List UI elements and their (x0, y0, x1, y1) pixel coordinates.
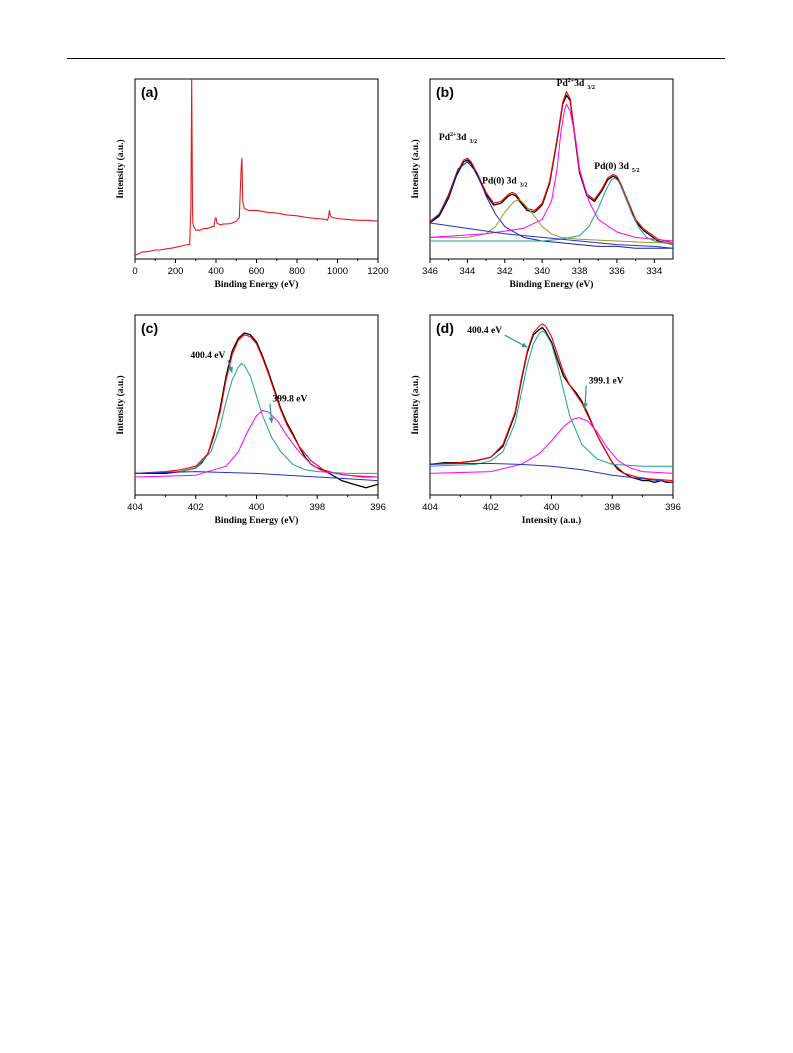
x-tick-label: 398 (309, 502, 325, 513)
annotation-text: 399.8 eV (272, 394, 307, 404)
annotation-text: Pd (557, 79, 569, 89)
x-tick-label: 402 (483, 502, 499, 513)
annotation-superscript: 2+ (568, 78, 575, 84)
peak-annotation: 399.8 eV (272, 394, 307, 404)
x-tick-label: 404 (127, 502, 143, 513)
x-tick-label: 342 (497, 266, 513, 277)
annotation-subscript: 3/2 (520, 182, 528, 188)
peak-annotation: 400.4 eV (190, 351, 225, 361)
series-line-0 (430, 326, 673, 484)
series-line-6 (430, 222, 673, 249)
plot-frame (429, 78, 674, 260)
series-line-0 (135, 332, 378, 489)
panel-label: (c) (141, 320, 158, 336)
x-tick-label: 396 (665, 502, 681, 513)
series-line-2 (430, 330, 673, 467)
x-axis-label: Binding Energy (eV) (215, 515, 299, 526)
annotation-text: Pd(0) 3d (482, 175, 517, 186)
series-line-4 (135, 471, 378, 482)
series-line-2 (135, 363, 378, 474)
series-line-1 (135, 334, 378, 478)
x-axis-label: Intensity (a.u.) (522, 515, 581, 526)
x-tick-label: 334 (646, 266, 662, 277)
panel-label: (b) (436, 84, 454, 100)
x-tick-label: 600 (249, 266, 265, 277)
header-rule (67, 58, 725, 59)
annotation-arrowhead (268, 417, 274, 423)
y-axis-label: Intensity (a.u.) (410, 139, 421, 198)
series-line-0 (135, 79, 378, 256)
peak-annotation: 399.1 eV (589, 376, 624, 386)
x-tick-label: 404 (422, 502, 438, 513)
x-tick-label: 400 (208, 266, 224, 277)
x-tick-label: 400 (544, 502, 560, 513)
annotation-text: 400.4 eV (190, 351, 225, 361)
series-line-4 (430, 463, 673, 483)
series-line-3 (135, 409, 378, 478)
x-tick-label: 1200 (367, 266, 388, 277)
x-tick-label: 336 (609, 266, 625, 277)
peak-annotation: Pd(0) 3d 5/2 (594, 161, 639, 174)
x-tick-label: 344 (459, 266, 475, 277)
peak-annotation: Pd2+3d 3/2 (439, 132, 477, 145)
x-tick-label: 400 (249, 502, 265, 513)
series-line-5 (430, 177, 673, 246)
annotation-orbital: 3d (574, 79, 585, 89)
panel-label: (d) (436, 320, 454, 336)
x-tick-label: 396 (370, 502, 386, 513)
annotation-text: 400.4 eV (467, 326, 502, 336)
x-axis-label: Binding Energy (eV) (510, 279, 594, 290)
x-tick-label: 800 (289, 266, 305, 277)
x-tick-label: 346 (422, 266, 438, 277)
annotation-arrowhead (521, 342, 528, 348)
annotation-text: 399.1 eV (589, 376, 624, 386)
panel-c-chart: 404 402 400 398 396 Binding Energy (eV) Intens… (115, 314, 386, 526)
peak-annotation: 400.4 eV (467, 326, 502, 336)
annotation-text: Pd (439, 133, 451, 143)
panel-b-chart: 346 344 342 340 338 336 334 Binding Energy (eV)… (410, 78, 674, 290)
plot-frame (134, 78, 379, 260)
y-axis-label: Intensity (a.u.) (410, 375, 421, 434)
x-tick-label: 200 (168, 266, 184, 277)
x-tick-label: 340 (534, 266, 550, 277)
panel-d-chart: 404 402 400 398 396 Intensity (a.u.) Intensity… (410, 314, 681, 526)
annotation-arrowhead (582, 403, 588, 409)
x-tick-label: 338 (572, 266, 588, 277)
series-line-1 (430, 91, 673, 244)
annotation-text: Pd(0) 3d (594, 161, 629, 172)
annotation-subscript: 3/2 (587, 85, 595, 91)
annotation-arrowhead (227, 366, 233, 373)
annotation-orbital: 3d (456, 133, 467, 143)
panel-a-chart: 0 200 400 600 800 1000 1200 Binding Energy (eV)… (115, 78, 389, 290)
peak-annotation: Pd(0) 3d 3/2 (482, 175, 527, 188)
panel-label: (a) (141, 84, 158, 100)
annotation-subscript: 5/2 (632, 168, 640, 174)
peak-annotation: Pd2+3d 3/2 (557, 78, 595, 91)
x-axis-label: Binding Energy (eV) (215, 279, 299, 290)
x-tick-label: 402 (188, 502, 204, 513)
annotation-subscript: 3/2 (469, 139, 477, 145)
x-tick-label: 0 (132, 266, 137, 277)
x-tick-label: 1000 (327, 266, 348, 277)
y-axis-label: Intensity (a.u.) (115, 375, 126, 434)
y-axis-label: Intensity (a.u.) (115, 139, 126, 198)
series-line-3 (430, 417, 673, 474)
series-line-2 (430, 161, 673, 249)
series-line-3 (430, 199, 673, 244)
x-tick-label: 398 (604, 502, 620, 513)
series-line-1 (430, 323, 673, 482)
series-line-4 (430, 103, 673, 242)
annotation-superscript: 2+ (450, 132, 457, 138)
